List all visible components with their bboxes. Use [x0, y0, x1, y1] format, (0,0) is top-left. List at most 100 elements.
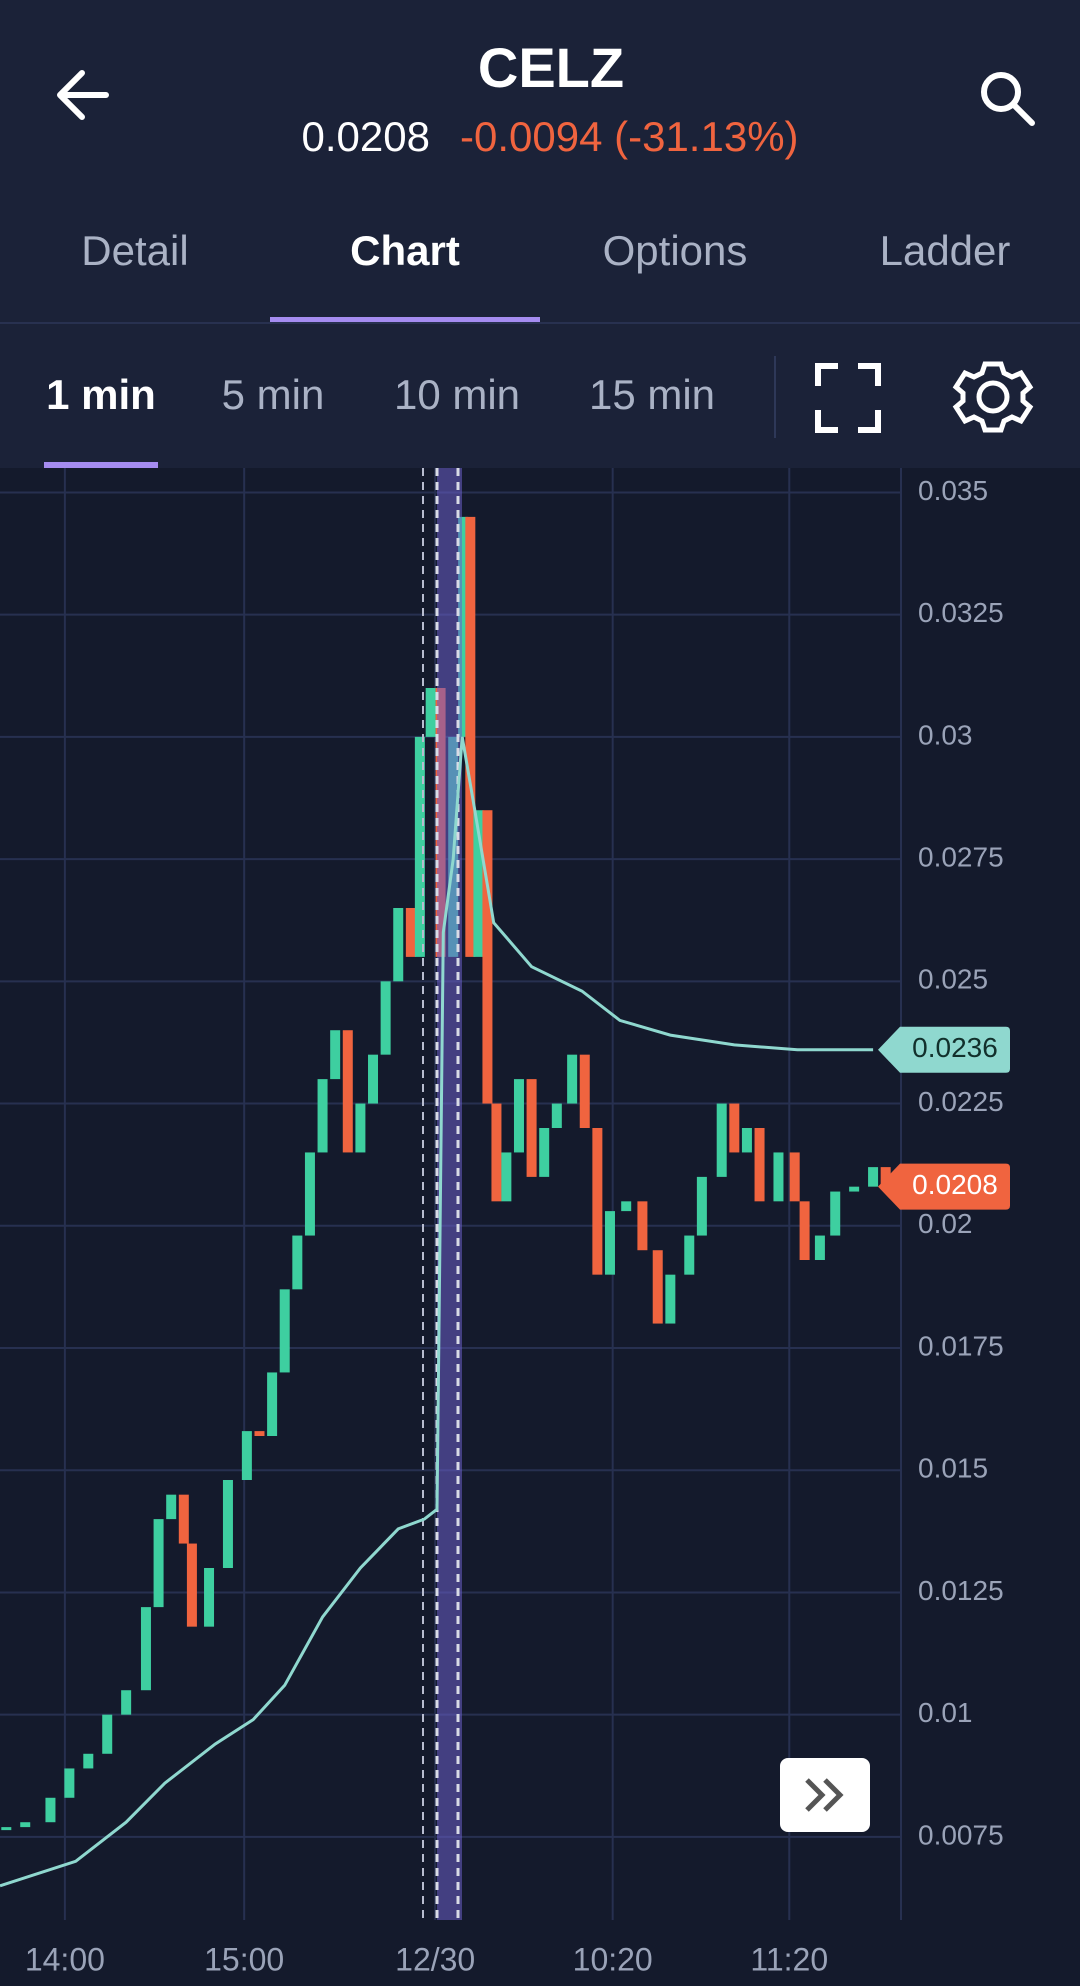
divider [0, 322, 1080, 324]
candle [637, 1201, 648, 1251]
plot-overlay: 0.035 0.0325 0.03 0.0275 0.025 0.0225 0.02 0.01… [0, 475, 1010, 1977]
candle [513, 1079, 524, 1153]
candle [267, 1372, 278, 1436]
tab[interactable]: Detail [81, 227, 188, 274]
candle [773, 1152, 784, 1202]
y-tick-label: 0.0125 [918, 1575, 1004, 1606]
price-tag-label: 0.0208 [912, 1169, 998, 1200]
candle [696, 1176, 707, 1236]
candle [140, 1607, 151, 1691]
interval-indicator [44, 462, 158, 468]
tab[interactable]: Options [603, 227, 748, 274]
y-tick-label: 0.0225 [918, 1086, 1004, 1117]
candle [684, 1235, 695, 1275]
y-tick-label: 0.0325 [918, 597, 1004, 628]
candle [241, 1431, 252, 1480]
candle [604, 1211, 615, 1275]
x-tick-label: 11:20 [750, 1941, 828, 1977]
candle [814, 1235, 825, 1260]
candle [482, 810, 493, 1104]
tab[interactable]: Ladder [880, 227, 1011, 274]
tab-indicator [270, 317, 540, 323]
candle [799, 1201, 810, 1260]
candle [380, 981, 391, 1055]
x-tick-label: 10:20 [573, 1941, 653, 1977]
candle [186, 1543, 197, 1627]
price: 0.0208 [302, 113, 430, 160]
candle [102, 1714, 113, 1754]
candle [355, 1103, 366, 1153]
candle [166, 1494, 177, 1520]
candle [178, 1494, 189, 1544]
x-tick-label: 12/30 [395, 1941, 475, 1977]
candle [45, 1797, 56, 1823]
candle [64, 1768, 75, 1798]
interval[interactable]: 15 min [589, 371, 715, 418]
candle [849, 1186, 860, 1192]
candle [317, 1079, 328, 1153]
candle [342, 1030, 353, 1153]
candle [716, 1103, 727, 1177]
candle [880, 1167, 891, 1187]
candle [83, 1753, 94, 1769]
price-tag-label: 0.0236 [912, 1032, 998, 1063]
candle [652, 1250, 663, 1324]
y-tick-label: 0.035 [918, 475, 988, 506]
candle [579, 1054, 590, 1128]
gear-outline [952, 361, 1034, 433]
candle [304, 1152, 315, 1236]
back-button[interactable] [57, 70, 109, 120]
search-handle [1011, 102, 1035, 126]
candle [254, 1431, 265, 1436]
interval[interactable]: 1 min [46, 371, 156, 418]
candle [526, 1079, 537, 1177]
candle [473, 810, 484, 957]
candle [1, 1827, 12, 1831]
candle [567, 1054, 578, 1104]
interval[interactable]: 10 min [394, 371, 520, 418]
candle [551, 1103, 562, 1128]
candle [414, 736, 425, 957]
candle [868, 1167, 879, 1187]
settings-button[interactable] [952, 361, 1034, 433]
candle [741, 1128, 752, 1153]
candle [425, 688, 436, 737]
y-tick-label: 0.01 [918, 1697, 973, 1728]
candle [491, 1103, 502, 1202]
header-bg [0, 0, 1080, 468]
x-tick-label: 14:00 [25, 1941, 105, 1977]
tab[interactable]: Chart [350, 227, 460, 274]
candle [621, 1201, 632, 1212]
y-tick-label: 0.0275 [918, 842, 1004, 873]
candle [592, 1128, 603, 1275]
candle [754, 1128, 765, 1202]
candle [729, 1103, 740, 1153]
fullscreen-icon [815, 363, 881, 433]
vwap-line [0, 736, 874, 1888]
price-change: -0.0094 (-31.13%) [460, 113, 799, 160]
candle [279, 1289, 290, 1373]
candle [458, 516, 469, 737]
x-tick-label: 15:00 [204, 1941, 284, 1977]
candle [539, 1128, 550, 1177]
candle [121, 1690, 132, 1715]
candle [465, 516, 476, 957]
interval[interactable]: 5 min [222, 371, 325, 418]
y-tick-label: 0.0075 [918, 1819, 1004, 1850]
candle [665, 1274, 676, 1324]
candle [501, 1152, 512, 1202]
candle [405, 908, 416, 957]
y-tick-label: 0.02 [918, 1208, 973, 1239]
fullscreen-button[interactable] [815, 363, 881, 433]
search-button[interactable] [981, 72, 1035, 126]
candle [830, 1191, 841, 1236]
y-tick-label: 0.0175 [918, 1330, 1004, 1361]
candle [393, 908, 404, 982]
separator [774, 356, 776, 438]
candle [330, 1030, 341, 1080]
symbol: CELZ [478, 36, 624, 99]
candle [153, 1519, 164, 1608]
candle [368, 1054, 379, 1104]
search-icon [981, 72, 1021, 112]
